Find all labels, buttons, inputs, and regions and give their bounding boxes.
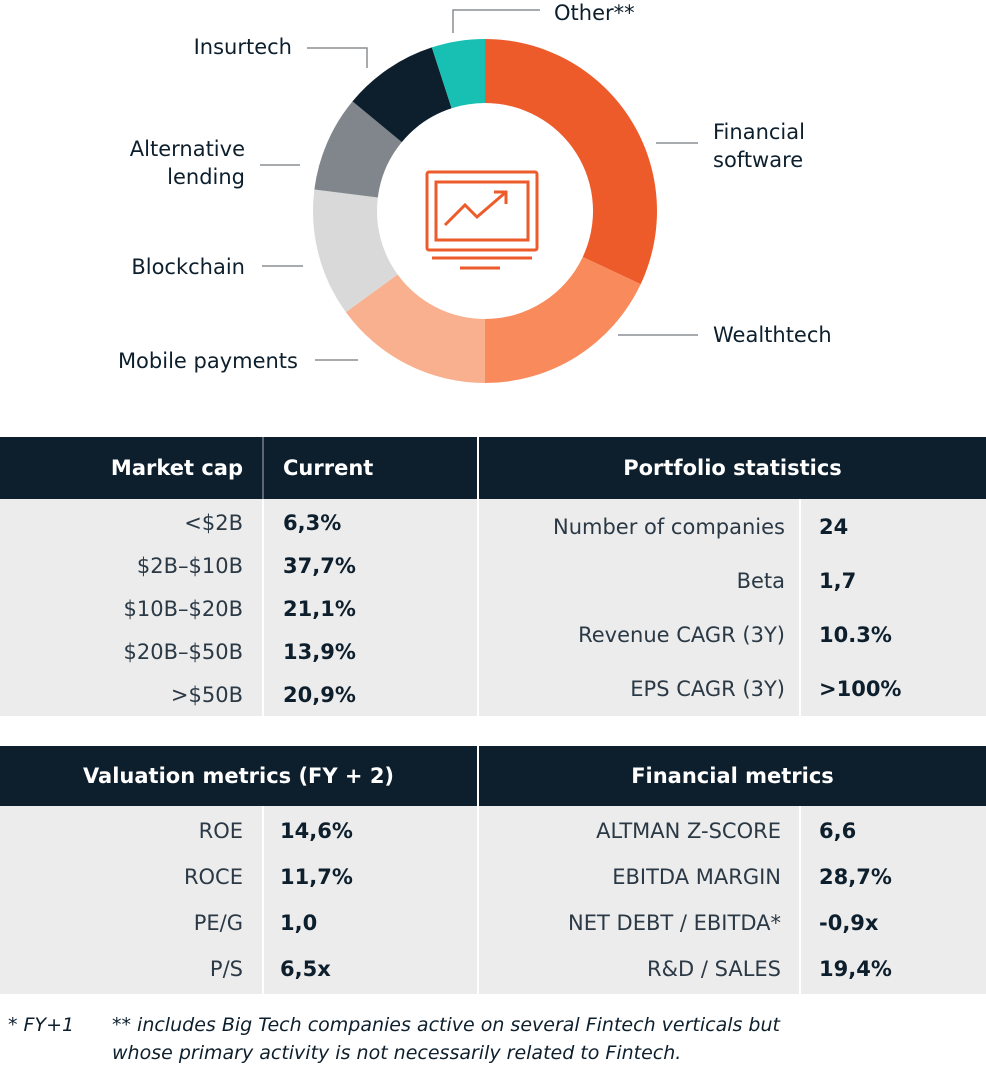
valuation-row-label: ROE [198, 819, 243, 843]
financial-metrics-title: Financial metrics [631, 764, 834, 788]
market-cap-table: Market cap Current <$2B 6,3% $2B–$10B 37,7%… [0, 437, 477, 716]
valuation-row-value: 1,0 [280, 911, 318, 935]
financial-row-value: 19,4% [819, 957, 892, 981]
market_cap-row-label: $2B–$10B [136, 554, 243, 578]
valuation-row-label: PE/G [193, 911, 243, 935]
donut-slice-insurtech [352, 47, 452, 143]
valuation-row-value: 11,7% [280, 865, 353, 889]
financial-row-label: R&D / SALES [647, 957, 781, 981]
label-mobile-payments: Mobile payments [118, 349, 298, 373]
portfolio-statistics-table: Portfolio statistics Number of companies… [479, 437, 986, 716]
portfolio-row-value: 10.3% [819, 623, 892, 647]
financial-row-value: -0,9x [819, 911, 879, 935]
current-header-label: Current [283, 456, 374, 480]
valuation-metrics-header: Valuation metrics (FY + 2) [0, 746, 477, 806]
financial-row-value: 28,7% [819, 865, 892, 889]
slice-labels: Other** Insurtech Alternative lending Bl… [118, 1, 832, 373]
label-other: Other** [554, 1, 635, 25]
financial-metrics-header: Financial metrics [479, 746, 986, 806]
financial-row-label: EBITDA MARGIN [612, 865, 781, 889]
sector-donut-chart: Other** Insurtech Alternative lending Bl… [118, 1, 832, 383]
market_cap-row-value: 13,9% [283, 640, 356, 664]
donut-slice-financial-software [485, 39, 658, 285]
market_cap-row-value: 21,1% [283, 597, 356, 621]
valuation-row-label: P/S [209, 957, 243, 981]
market_cap-row-value: 20,9% [283, 683, 356, 707]
label-financial-software-line2: software [713, 148, 803, 172]
financial-row-label: ALTMAN Z-SCORE [596, 819, 781, 843]
market_cap-row-value: 37,7% [283, 554, 356, 578]
market_cap-row-label: $20B–$50B [123, 640, 243, 664]
financial-metrics-table: Financial metrics ALTMAN Z-SCORE 6,6 EBITD… [479, 746, 986, 994]
footnote-fy1: * FY+1 [8, 1014, 75, 1036]
market_cap-row-label: <$2B [184, 511, 243, 535]
donut-slice-wealthtech [485, 256, 641, 383]
valuation-metrics-title: Valuation metrics (FY + 2) [82, 764, 395, 788]
market_cap-row-label: >$50B [170, 683, 243, 707]
footnote-other-line1: ** includes Big Tech companies active on… [112, 1014, 780, 1036]
valuation-row-value: 6,5x [280, 957, 331, 981]
label-insurtech: Insurtech [194, 35, 292, 59]
portfolio-row-label: EPS CAGR (3Y) [630, 677, 785, 701]
portfolio-statistics-title: Portfolio statistics [623, 456, 842, 480]
label-alternative-lending-line2: lending [167, 165, 245, 189]
donut-slice-mobile-payments [345, 274, 485, 383]
donut-slice-other [431, 39, 485, 109]
valuation-row-label: ROCE [183, 865, 243, 889]
portfolio-row-value: 24 [819, 515, 849, 539]
label-blockchain: Blockchain [131, 255, 245, 279]
market-cap-header-label: Market cap [110, 456, 243, 480]
portfolio-row-value: 1,7 [819, 569, 857, 593]
donut-slice-blockchain [313, 189, 398, 313]
portfolio-row-label: Number of companies [552, 515, 785, 539]
valuation-row-value: 14,6% [280, 819, 353, 843]
leader-lines [260, 9, 698, 361]
financial-row-label: NET DEBT / EBITDA* [568, 911, 781, 935]
market-cap-header: Market cap Current [0, 437, 477, 499]
label-wealthtech: Wealthtech [713, 323, 832, 347]
portfolio-row-label: Beta [736, 569, 785, 593]
market_cap-row-label: $10B–$20B [123, 597, 243, 621]
donut-slice-alternative-lending [314, 101, 402, 198]
monitor-chart-icon [425, 170, 539, 270]
label-financial-software-line1: Financial [713, 120, 805, 144]
portfolio-row-value: >100% [819, 677, 902, 701]
portfolio-row-label: Revenue CAGR (3Y) [578, 623, 785, 647]
valuation-metrics-table: Valuation metrics (FY + 2) ROE 14,6% ROCE 1… [0, 746, 477, 994]
financial-row-value: 6,6 [819, 819, 857, 843]
portfolio-statistics-header: Portfolio statistics [479, 437, 986, 499]
label-alternative-lending-line1: Alternative [130, 137, 245, 161]
donut-slices [313, 39, 658, 383]
footnote-other-line2: whose primary activity is not necessaril… [112, 1042, 682, 1064]
market_cap-row-value: 6,3% [283, 511, 342, 535]
